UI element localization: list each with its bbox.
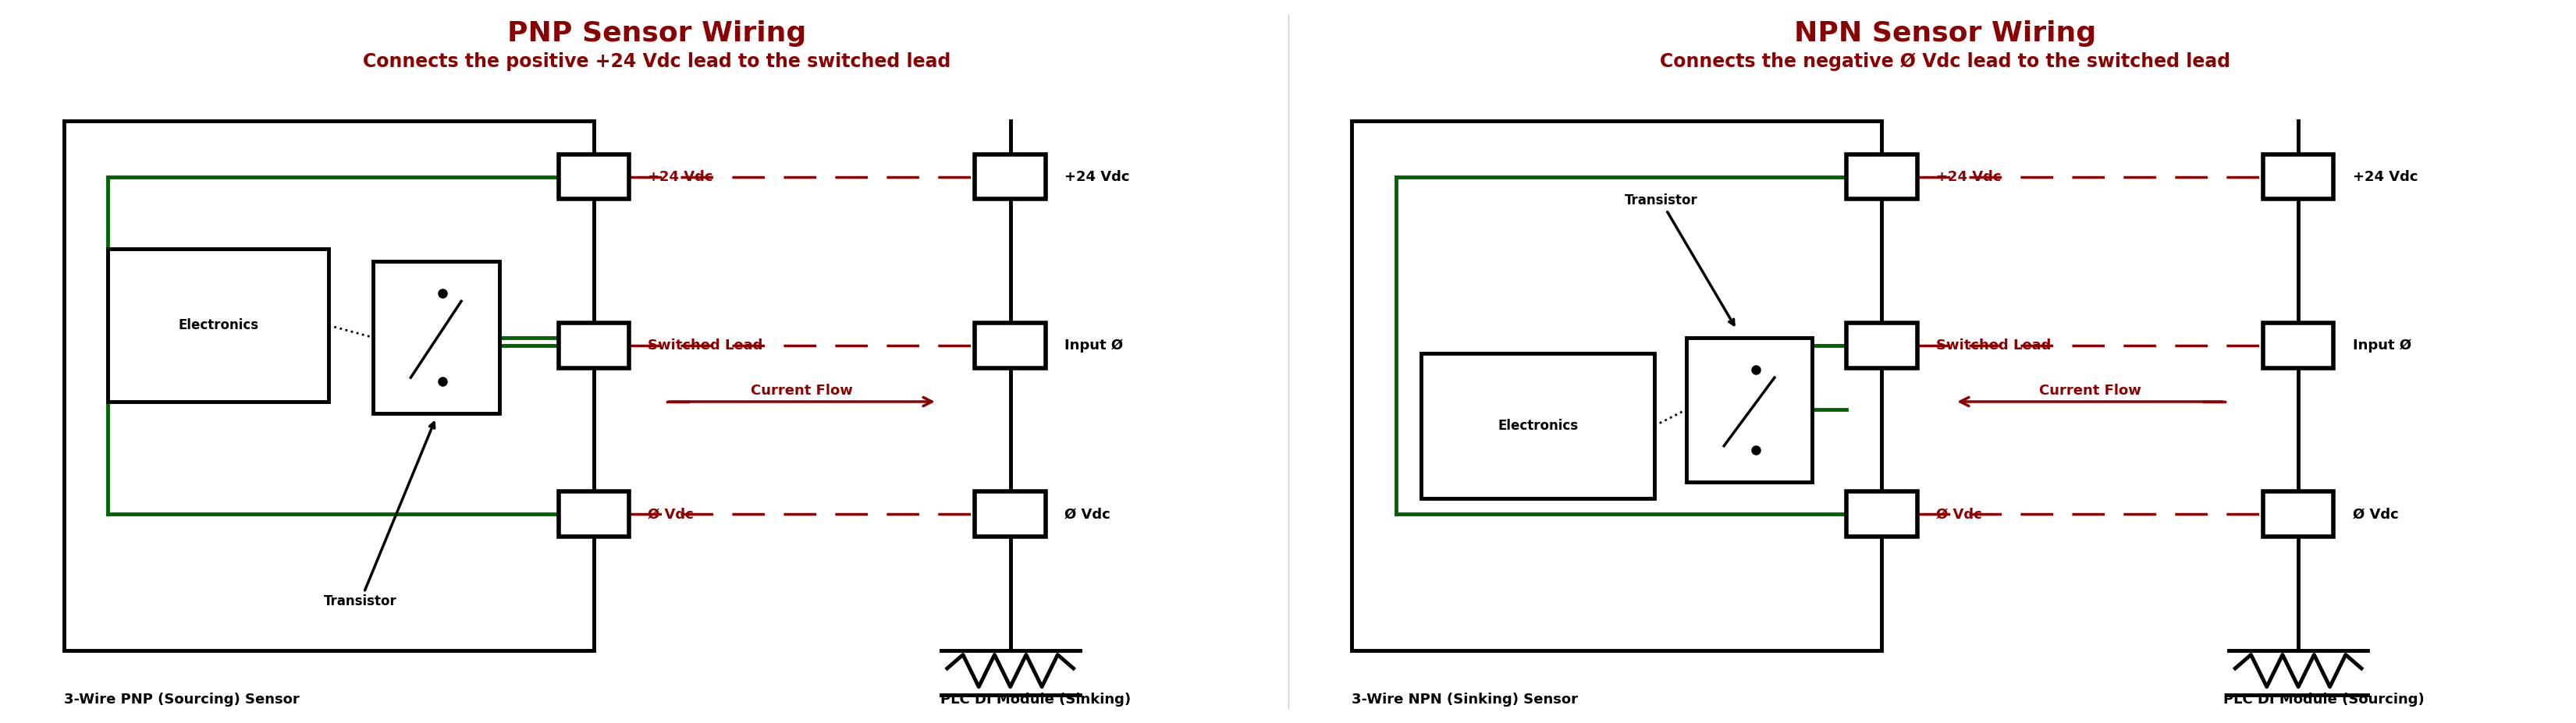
Text: 3-Wire NPN (Sinking) Sensor: 3-Wire NPN (Sinking) Sensor xyxy=(1352,693,1579,707)
Bar xyxy=(974,154,1046,200)
Text: Current Flow: Current Flow xyxy=(752,384,853,398)
Bar xyxy=(374,261,500,414)
Bar xyxy=(2262,492,2334,536)
Text: Ø Vdc: Ø Vdc xyxy=(1064,507,1110,521)
Text: Electronics: Electronics xyxy=(1497,419,1579,433)
Text: +24 Vdc: +24 Vdc xyxy=(1937,170,2002,184)
Bar xyxy=(2262,154,2334,200)
Text: +24 Vdc: +24 Vdc xyxy=(2352,170,2419,184)
Bar xyxy=(1352,121,1880,651)
Bar xyxy=(974,492,1046,536)
Text: PNP Sensor Wiring: PNP Sensor Wiring xyxy=(507,20,806,46)
Bar xyxy=(974,323,1046,368)
Text: Current Flow: Current Flow xyxy=(2040,384,2141,398)
Text: Input Ø: Input Ø xyxy=(1064,338,1123,352)
Bar xyxy=(1847,492,1917,536)
Bar xyxy=(2262,323,2334,368)
Text: Switched Lead: Switched Lead xyxy=(1937,338,2050,352)
Bar xyxy=(1687,338,1814,482)
Text: Ø Vdc: Ø Vdc xyxy=(2352,507,2398,521)
Bar xyxy=(1422,354,1654,498)
Text: NPN Sensor Wiring: NPN Sensor Wiring xyxy=(1793,20,2097,46)
Bar xyxy=(559,323,629,368)
Text: Input Ø: Input Ø xyxy=(2352,338,2411,352)
Text: +24 Vdc: +24 Vdc xyxy=(649,170,714,184)
Text: Connects the negative Ø Vdc lead to the switched lead: Connects the negative Ø Vdc lead to the … xyxy=(1659,52,2231,71)
Text: Transistor: Transistor xyxy=(1625,194,1734,325)
Bar xyxy=(1847,323,1917,368)
Bar xyxy=(559,154,629,200)
Text: 3-Wire PNP (Sourcing) Sensor: 3-Wire PNP (Sourcing) Sensor xyxy=(64,693,299,707)
Text: Ø Vdc: Ø Vdc xyxy=(649,507,693,521)
Text: Connects the positive +24 Vdc lead to the switched lead: Connects the positive +24 Vdc lead to th… xyxy=(363,52,951,71)
Bar xyxy=(64,121,595,651)
Text: Transistor: Transistor xyxy=(325,422,435,609)
Text: Ø Vdc: Ø Vdc xyxy=(1937,507,1981,521)
Text: PLC DI Module (Sourcing): PLC DI Module (Sourcing) xyxy=(2223,693,2424,707)
Text: PLC DI Module (Sinking): PLC DI Module (Sinking) xyxy=(940,693,1131,707)
Bar xyxy=(108,249,330,402)
Bar xyxy=(559,492,629,536)
Text: +24 Vdc: +24 Vdc xyxy=(1064,170,1131,184)
Text: Switched Lead: Switched Lead xyxy=(649,338,762,352)
Text: Electronics: Electronics xyxy=(178,318,258,333)
Bar xyxy=(1847,154,1917,200)
